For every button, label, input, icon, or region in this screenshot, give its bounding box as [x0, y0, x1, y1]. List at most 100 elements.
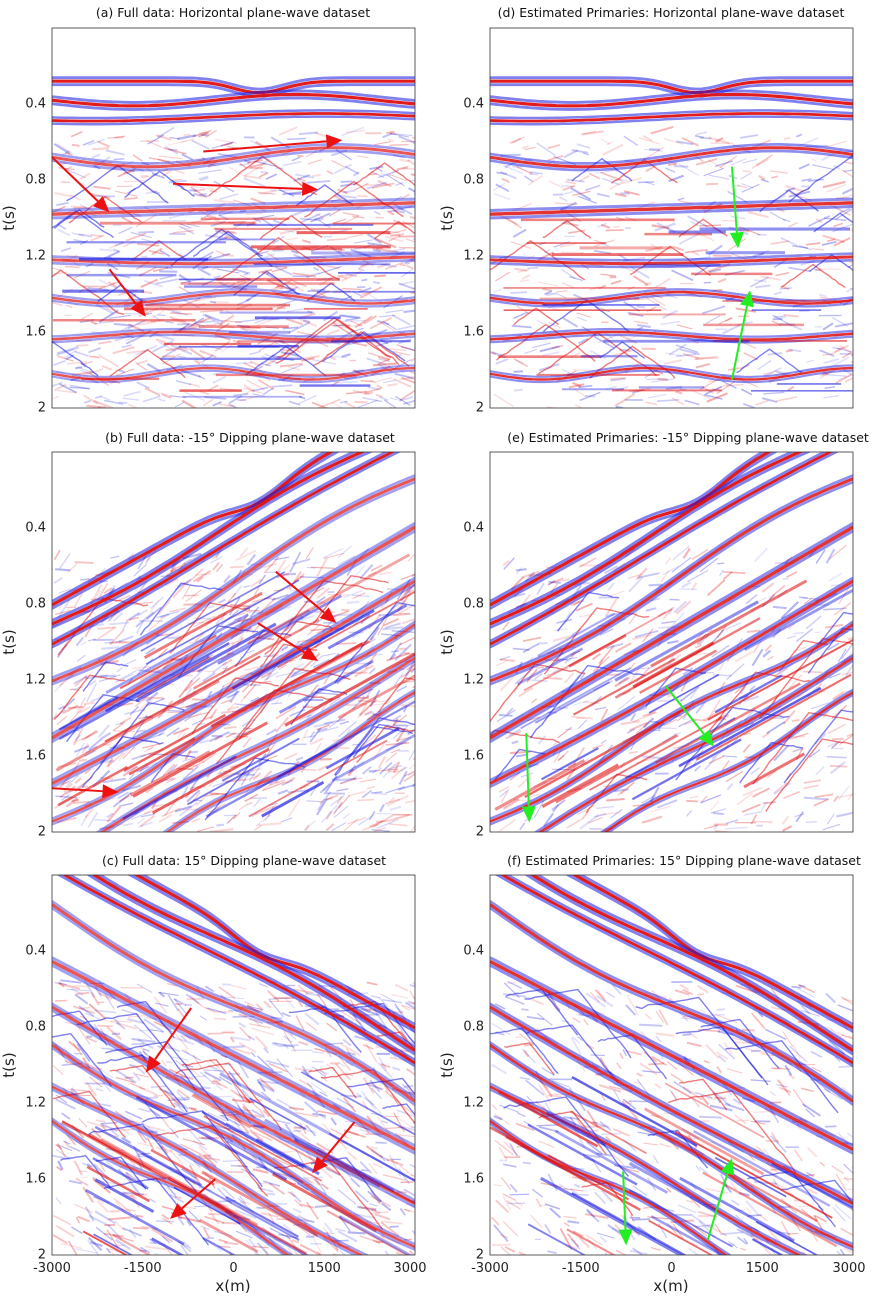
panel-a: (a) Full data: Horizontal plane-wave dat…	[0, 5, 416, 416]
y-tick-label: 1.2	[25, 673, 46, 688]
annotation-arrow	[706, 1158, 735, 1241]
x-tick-label: -1500	[562, 1261, 600, 1276]
x-tick-label: 1500	[308, 1261, 341, 1276]
y-tick-label: 0.8	[463, 1020, 484, 1035]
y-tick-label: 0.4	[25, 521, 46, 536]
x-tick-label: 0	[229, 1261, 237, 1276]
panel-b: (b) Full data: -15° Dipping plane-wave d…	[0, 430, 416, 840]
x-tick-label: 3000	[393, 1261, 426, 1276]
panel-d-y-ticks: 0.4 0.8 1.2 1.6 2	[463, 97, 484, 416]
y-tick-label: 0.8	[25, 173, 46, 188]
panel-c-y-ticks: 0.4 0.8 1.2 1.6 2	[25, 944, 46, 1263]
panel-a-image	[52, 28, 415, 408]
x-tick-label: -3000	[33, 1261, 71, 1276]
x-tick-label: -3000	[471, 1261, 509, 1276]
x-tick-label: 1500	[746, 1261, 779, 1276]
panel-e-frame	[489, 451, 854, 833]
panel-a-y-label: t(s)	[0, 205, 18, 230]
y-tick-label: 1.6	[25, 325, 46, 340]
panel-c-y-label: t(s)	[0, 1052, 18, 1077]
y-tick-label: 2	[38, 401, 46, 416]
y-tick-label: 2	[476, 1248, 484, 1263]
y-tick-label: 0.4	[25, 97, 46, 112]
y-tick-label: 1.6	[463, 749, 484, 764]
annotation-arrow	[618, 1171, 633, 1246]
panel-b-y-label: t(s)	[0, 629, 18, 654]
panel-b-arrows	[51, 570, 337, 799]
y-tick-label: 1.6	[25, 749, 46, 764]
y-tick-label: 2	[476, 401, 484, 416]
y-tick-label: 1.2	[25, 1096, 46, 1111]
annotation-arrow	[203, 134, 343, 153]
panel-f-title: (f) Estimated Primaries: 15° Dipping pla…	[507, 853, 861, 868]
y-tick-label: 2	[476, 825, 484, 840]
panel-e-arrows	[521, 685, 714, 823]
panel-d-arrows	[729, 166, 754, 380]
panel-f-frame	[489, 874, 854, 1256]
y-tick-label: 1.6	[25, 1172, 46, 1187]
panel-f-y-label: t(s)	[438, 1052, 456, 1077]
annotation-arrow	[664, 685, 714, 747]
panel-d-y-label: t(s)	[438, 205, 456, 230]
y-tick-label: 1.2	[463, 249, 484, 264]
panel-b-y-ticks: 0.4 0.8 1.2 1.6 2	[25, 521, 46, 840]
y-tick-label: 2	[38, 1248, 46, 1263]
panel-b-frame	[51, 451, 416, 833]
panel-b-title: (b) Full data: -15° Dipping plane-wave d…	[105, 430, 395, 445]
panel-f-y-ticks: 0.4 0.8 1.2 1.6 2	[463, 944, 484, 1263]
x-tick-label: 0	[667, 1261, 675, 1276]
panel-a-y-ticks: 0.4 0.8 1.2 1.6 2	[25, 97, 46, 416]
panel-e: (e) Estimated Primaries: -15° Dipping pl…	[438, 430, 869, 840]
annotation-arrow	[257, 622, 319, 661]
annotation-arrow	[145, 1007, 192, 1073]
y-tick-label: 0.4	[25, 944, 46, 959]
panel-c-title: (c) Full data: 15° Dipping plane-wave da…	[102, 853, 386, 868]
panel-c-image	[52, 875, 415, 1255]
x-tick-label: 3000	[832, 1261, 865, 1276]
panel-d-frame	[489, 27, 854, 409]
annotation-arrow	[108, 268, 146, 317]
panel-d-image	[490, 28, 853, 408]
y-tick-label: 0.4	[463, 521, 484, 536]
y-tick-label: 2	[38, 825, 46, 840]
panel-e-y-label: t(s)	[438, 629, 456, 654]
panel-c-frame	[51, 874, 416, 1256]
annotation-arrow	[731, 290, 754, 380]
annotation-arrow	[275, 570, 337, 623]
panel-f-x-ticks: -3000 -1500 0 1500 3000	[471, 1261, 865, 1276]
y-tick-label: 0.8	[463, 173, 484, 188]
panel-e-image	[490, 452, 853, 832]
annotation-arrow	[521, 733, 536, 823]
panel-a-arrows	[51, 134, 343, 317]
panel-b-image	[52, 452, 415, 832]
annotation-arrow	[312, 1121, 356, 1174]
y-tick-label: 0.8	[25, 597, 46, 612]
panel-f-x-label: x(m)	[653, 1277, 688, 1295]
annotation-arrow	[51, 784, 119, 799]
annotation-arrow	[729, 166, 744, 249]
annotation-arrow	[172, 181, 319, 196]
panel-f-arrows	[618, 1158, 735, 1246]
panel-f-image	[490, 875, 853, 1255]
y-tick-label: 1.2	[463, 673, 484, 688]
panel-c-x-ticks: -3000 -1500 0 1500 3000	[33, 1261, 426, 1276]
y-tick-label: 1.6	[463, 325, 484, 340]
y-tick-label: 1.2	[25, 249, 46, 264]
panel-c: (c) Full data: 15° Dipping plane-wave da…	[0, 853, 427, 1295]
annotation-arrow	[51, 156, 110, 213]
panel-e-y-ticks: 0.4 0.8 1.2 1.6 2	[463, 521, 484, 840]
panel-d: (d) Estimated Primaries: Horizontal plan…	[438, 5, 854, 416]
x-tick-label: -1500	[124, 1261, 162, 1276]
panel-a-title: (a) Full data: Horizontal plane-wave dat…	[96, 5, 370, 20]
panel-d-title: (d) Estimated Primaries: Horizontal plan…	[498, 5, 845, 20]
y-tick-label: 0.8	[25, 1020, 46, 1035]
panel-c-x-label: x(m)	[215, 1277, 250, 1295]
panel-a-frame	[51, 27, 416, 409]
annotation-arrow	[169, 1178, 217, 1219]
y-tick-label: 0.4	[463, 97, 484, 112]
y-tick-label: 0.8	[463, 597, 484, 612]
panel-c-arrows	[145, 1007, 356, 1219]
panel-e-title: (e) Estimated Primaries: -15° Dipping pl…	[507, 430, 869, 445]
panel-f: (f) Estimated Primaries: 15° Dipping pla…	[438, 853, 866, 1295]
